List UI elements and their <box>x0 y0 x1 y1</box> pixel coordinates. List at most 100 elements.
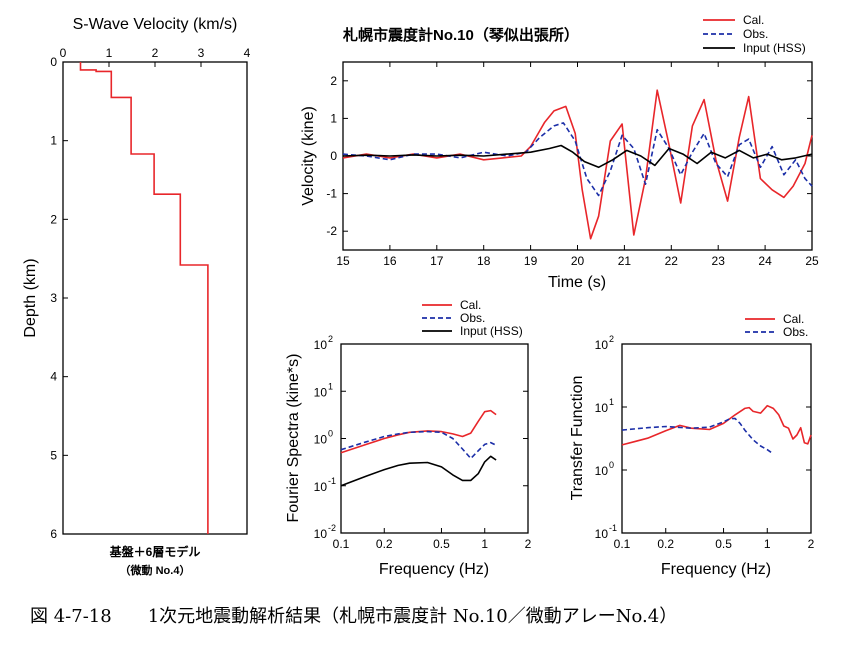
legend-label-cal: Cal. <box>460 298 481 312</box>
transfer-series-line <box>621 417 774 455</box>
transfer-frame <box>621 343 812 534</box>
transfer-y-tick-label: 10 <box>595 338 609 352</box>
fourier-y-tick-label: 10 <box>314 385 328 399</box>
transfer-x-tick-label: 2 <box>808 537 815 551</box>
legend-label-input: Input (HSS) <box>743 41 806 55</box>
profile-x-ticks: 0 1 2 3 4 <box>60 46 251 67</box>
profile-line <box>79 62 209 534</box>
profile-y-axis-label: Depth (km) <box>22 258 39 337</box>
fourier-x-tick-label: 0.1 <box>333 537 350 551</box>
transfer-series <box>621 404 812 455</box>
legend-label-obs: Obs. <box>460 311 485 325</box>
velocity-x-tick-label: 21 <box>618 254 632 268</box>
fourier-y-tick-label: 10 <box>314 338 328 352</box>
velocity-y-tick-label: -1 <box>326 187 337 201</box>
transfer-y-tick-exponent: 1 <box>609 397 614 407</box>
fourier-y-tick-exponent: 1 <box>328 381 333 391</box>
transfer-y-tick-label: 10 <box>595 464 609 478</box>
fourier-y-tick-label: 10 <box>314 433 328 447</box>
transfer-y-tick-label: 10 <box>595 401 609 415</box>
profile-model-note-sub: （微動 No.4） <box>120 563 191 577</box>
velocity-y-tick-label: 1 <box>330 111 337 125</box>
velocity-series <box>342 89 813 240</box>
profile-y-tick-label: 2 <box>50 212 57 226</box>
velocity-x-axis-label: Time (s) <box>548 274 606 291</box>
legend-label-cal: Cal. <box>783 312 804 326</box>
transfer-legend: Cal. Obs. <box>745 312 808 339</box>
transfer-x-tick-label: 1 <box>764 537 771 551</box>
profile-y-tick-label: 1 <box>50 134 57 148</box>
profile-y-tick-label: 4 <box>50 370 57 384</box>
transfer-y-axis-label: Transfer Function <box>569 376 586 501</box>
fourier-x-tick-label: 0.5 <box>433 537 450 551</box>
fourier-x-ticks: 0.1 0.2 0.5 1 2 <box>333 528 532 551</box>
transfer-y-tick-label: 10 <box>595 527 609 541</box>
fourier-frame <box>340 343 529 534</box>
velocity-series-line <box>342 89 813 240</box>
velocity-x-tick-label: 20 <box>571 254 585 268</box>
profile-y-tick-label: 0 <box>50 55 57 69</box>
profile-frame <box>62 61 248 535</box>
transfer-x-tick-label: 0.2 <box>657 537 674 551</box>
transfer-series-line <box>621 404 812 446</box>
profile-x-tick-label: 1 <box>106 46 113 60</box>
fourier-y-tick-exponent: 2 <box>328 334 333 344</box>
velocity-title: 札幌市震度計No.10（琴似出張所） <box>342 26 579 44</box>
profile-x-tick-label: 2 <box>152 46 159 60</box>
profile-x-tick-label: 0 <box>60 46 67 60</box>
legend-label-cal: Cal. <box>743 13 764 27</box>
velocity-x-tick-label: 22 <box>665 254 679 268</box>
fourier-x-tick-label: 2 <box>525 537 532 551</box>
velocity-y-tick-label: 0 <box>330 149 337 163</box>
fourier-y-tick-exponent: 0 <box>328 429 333 439</box>
fourier-y-tick-label: 10 <box>314 527 328 541</box>
velocity-x-tick-label: 16 <box>383 254 397 268</box>
transfer-y-tick-exponent: -1 <box>609 523 617 533</box>
legend-label-obs: Obs. <box>743 27 768 41</box>
profile-y-tick-label: 3 <box>50 291 57 305</box>
profile-y-tick-label: 6 <box>50 527 57 541</box>
velocity-x-tick-label: 24 <box>758 254 772 268</box>
legend-label-obs: Obs. <box>783 325 808 339</box>
fourier-series-line <box>340 430 497 460</box>
profile-model-note: 基盤＋6層モデル <box>109 544 201 559</box>
velocity-profile-panel: S-Wave Velocity (km/s) 0 1 2 3 4 0 1 2 3 4 5 6 Dep… <box>22 16 251 577</box>
velocity-y-tick-label: -2 <box>326 224 337 238</box>
velocity-time-panel: 札幌市震度計No.10（琴似出張所） 15 16 17 18 19 20 21 22 23 24 2… <box>300 13 819 291</box>
transfer-y-tick-exponent: 0 <box>609 460 614 470</box>
fourier-x-tick-label: 0.2 <box>376 537 393 551</box>
fourier-y-tick-label: 10 <box>314 480 328 494</box>
transfer-x-ticks: 0.1 0.2 0.5 1 2 <box>614 528 815 551</box>
velocity-series-line <box>342 144 813 169</box>
profile-x-tick-label: 4 <box>244 46 251 60</box>
velocity-x-tick-label: 25 <box>805 254 819 268</box>
velocity-y-axis-label: Velocity (kine) <box>300 106 317 206</box>
figure-caption: 図 4-7-18 1次元地震動解析結果（札幌市震度計 No.10／微動アレーNo… <box>30 606 678 627</box>
velocity-series-line <box>342 122 813 197</box>
fourier-series <box>340 409 497 487</box>
fourier-y-tick-exponent: -2 <box>328 523 336 533</box>
fourier-x-tick-label: 1 <box>481 537 488 551</box>
fourier-x-axis-label: Frequency (Hz) <box>379 561 489 578</box>
profile-y-ticks: 0 1 2 3 4 5 6 <box>50 55 68 541</box>
velocity-x-tick-label: 17 <box>430 254 444 268</box>
transfer-x-axis-label: Frequency (Hz) <box>661 561 771 578</box>
velocity-x-tick-label: 18 <box>477 254 491 268</box>
velocity-legend: Cal. Obs. Input (HSS) <box>703 13 806 55</box>
velocity-x-ticks: 15 16 17 18 19 20 21 22 23 24 25 <box>336 62 819 268</box>
profile-y-tick-label: 5 <box>50 448 57 462</box>
transfer-y-tick-exponent: 2 <box>609 334 614 344</box>
velocity-x-tick-label: 23 <box>712 254 726 268</box>
fourier-y-axis-label: Fourier Spectra (kine*s) <box>285 354 302 523</box>
velocity-x-tick-label: 19 <box>524 254 538 268</box>
profile-title: S-Wave Velocity (km/s) <box>73 16 238 33</box>
velocity-x-tick-label: 15 <box>336 254 350 268</box>
transfer-x-tick-label: 0.1 <box>614 537 631 551</box>
transfer-x-tick-label: 0.5 <box>715 537 732 551</box>
legend-label-input: Input (HSS) <box>460 324 523 338</box>
